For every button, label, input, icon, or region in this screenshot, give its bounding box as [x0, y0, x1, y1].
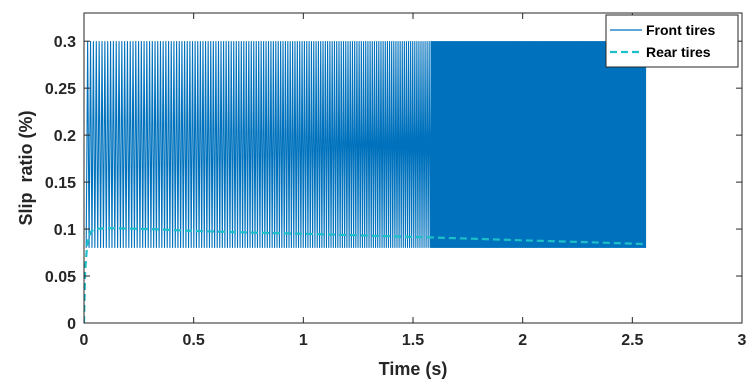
x-tick-label: 3: [738, 332, 747, 349]
front-tires-line: [85, 41, 647, 248]
x-tick-label: 2.5: [621, 332, 643, 349]
y-tick-label: 0.25: [45, 81, 76, 98]
x-tick-label: 0: [80, 332, 89, 349]
y-tick-label: 0.15: [45, 175, 76, 192]
y-tick-label: 0.05: [45, 269, 76, 286]
x-tick-label: 1.5: [402, 332, 424, 349]
y-tick-label: 0: [67, 316, 76, 333]
x-tick-label: 1: [299, 332, 308, 349]
x-axis-label: Time (s): [379, 359, 448, 379]
x-tick-label: 0.5: [183, 332, 205, 349]
y-tick-label: 0.1: [54, 222, 76, 239]
legend-entry: Rear tires: [646, 44, 711, 60]
x-tick-label: 2: [518, 332, 527, 349]
y-tick-label: 0.3: [54, 34, 76, 51]
legend-box: [605, 14, 739, 68]
rear-tires-line: [84, 227, 646, 323]
y-axis-label: Slip ratio (%): [16, 110, 36, 225]
legend: Front tires Rear tires: [605, 14, 739, 68]
legend-entry: Front tires: [646, 22, 715, 38]
y-tick-label: 0.2: [54, 128, 76, 145]
